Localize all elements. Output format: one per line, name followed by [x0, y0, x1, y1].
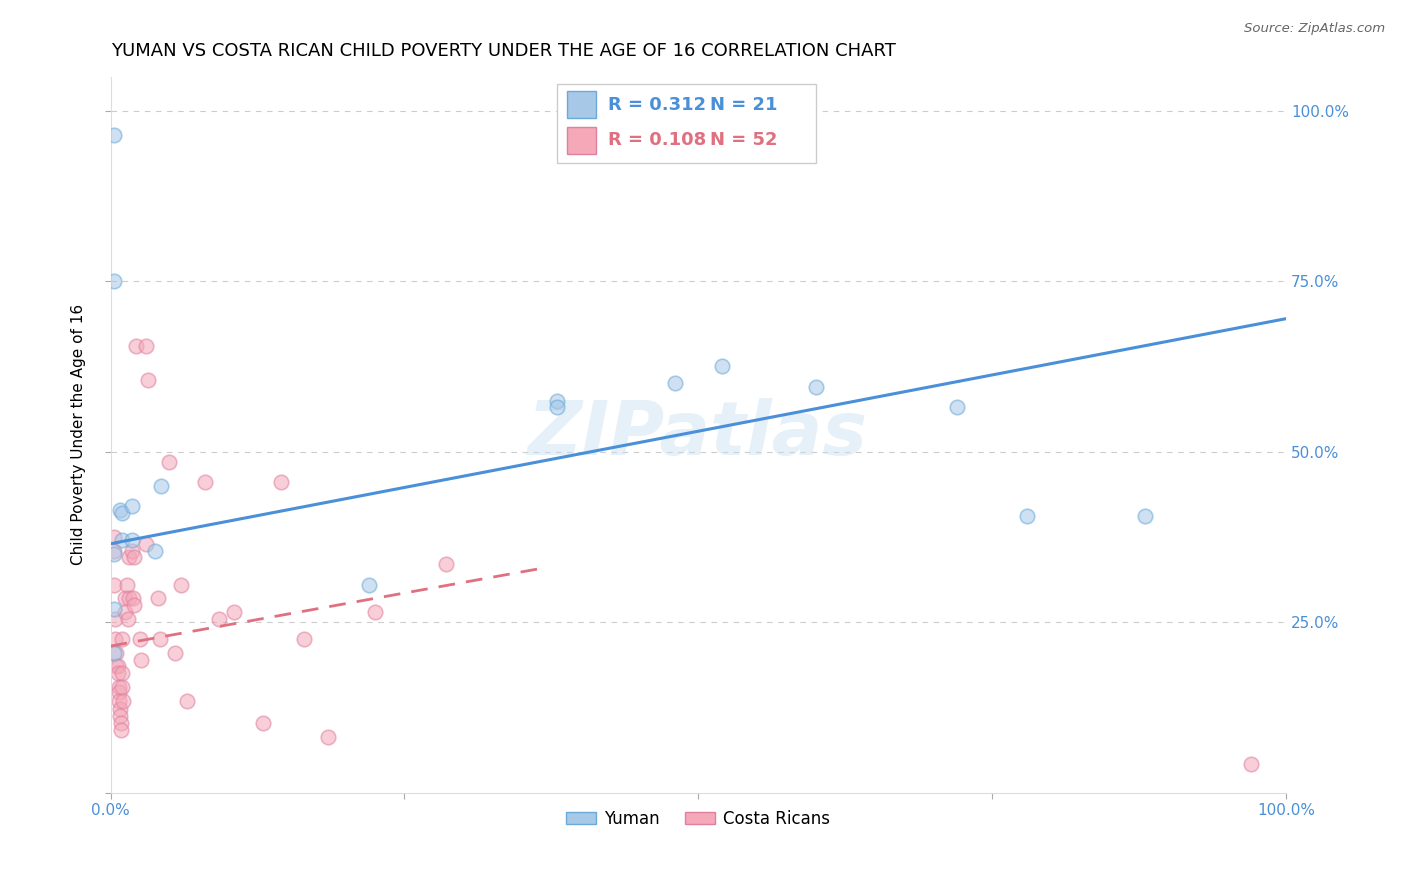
Costa Ricans [121, 543, 143, 558]
Costa Ricans [129, 632, 152, 647]
Costa Ricans [103, 577, 125, 591]
Yuman [150, 479, 173, 493]
FancyBboxPatch shape [567, 91, 596, 118]
Costa Ricans [108, 702, 131, 716]
Costa Ricans [118, 550, 141, 565]
Yuman [121, 533, 143, 548]
Costa Ricans [111, 666, 134, 681]
Costa Ricans [270, 475, 292, 490]
Costa Ricans [105, 659, 128, 673]
Costa Ricans [122, 591, 145, 606]
Costa Ricans [146, 591, 169, 606]
Yuman [103, 274, 125, 288]
Costa Ricans [115, 577, 138, 591]
Costa Ricans [122, 550, 145, 565]
Text: YUMAN VS COSTA RICAN CHILD POVERTY UNDER THE AGE OF 16 CORRELATION CHART: YUMAN VS COSTA RICAN CHILD POVERTY UNDER… [111, 42, 896, 60]
Costa Ricans [110, 723, 132, 737]
Costa Ricans [105, 646, 128, 660]
Costa Ricans [176, 693, 198, 707]
Costa Ricans [104, 632, 127, 647]
Costa Ricans [107, 684, 129, 698]
Costa Ricans [107, 680, 129, 694]
Costa Ricans [136, 373, 159, 387]
Costa Ricans [316, 730, 339, 744]
Costa Ricans [294, 632, 316, 647]
Costa Ricans [208, 612, 231, 626]
Costa Ricans [112, 693, 135, 707]
Costa Ricans [170, 577, 193, 591]
Text: R = 0.108: R = 0.108 [607, 131, 706, 149]
Yuman [103, 601, 125, 615]
Text: N = 52: N = 52 [710, 131, 778, 149]
FancyBboxPatch shape [557, 84, 815, 162]
Legend: Yuman, Costa Ricans: Yuman, Costa Ricans [560, 803, 837, 834]
Costa Ricans [111, 680, 134, 694]
Yuman [111, 506, 134, 520]
Text: ZIPatlas: ZIPatlas [529, 398, 869, 471]
Yuman [359, 577, 381, 591]
Costa Ricans [117, 612, 139, 626]
Costa Ricans [107, 666, 129, 681]
Costa Ricans [103, 543, 125, 558]
Costa Ricans [129, 653, 152, 667]
Yuman [664, 376, 686, 391]
Y-axis label: Child Poverty Under the Age of 16: Child Poverty Under the Age of 16 [72, 304, 86, 566]
Costa Ricans [110, 716, 132, 731]
Costa Ricans [135, 339, 157, 353]
Text: N = 21: N = 21 [710, 95, 778, 113]
Costa Ricans [108, 709, 131, 723]
Costa Ricans [107, 659, 129, 673]
Costa Ricans [1240, 757, 1263, 772]
Costa Ricans [118, 591, 141, 606]
Costa Ricans [125, 339, 148, 353]
Costa Ricans [114, 591, 136, 606]
FancyBboxPatch shape [567, 127, 596, 154]
Costa Ricans [157, 455, 180, 469]
Yuman [1133, 509, 1156, 524]
Text: R = 0.312: R = 0.312 [607, 95, 706, 113]
Costa Ricans [107, 693, 129, 707]
Costa Ricans [103, 530, 125, 544]
Yuman [143, 543, 166, 558]
Costa Ricans [149, 632, 172, 647]
Yuman [103, 547, 125, 561]
Yuman [108, 502, 131, 516]
Yuman [111, 533, 134, 548]
Costa Ricans [222, 605, 245, 619]
Yuman [103, 646, 125, 660]
Yuman [710, 359, 733, 374]
Text: Source: ZipAtlas.com: Source: ZipAtlas.com [1244, 22, 1385, 36]
Yuman [121, 500, 143, 514]
Yuman [1017, 509, 1039, 524]
Yuman [546, 393, 568, 408]
Yuman [103, 128, 125, 142]
Costa Ricans [122, 598, 145, 612]
Costa Ricans [135, 537, 157, 551]
Yuman [546, 401, 568, 415]
Costa Ricans [434, 558, 457, 572]
Costa Ricans [364, 605, 387, 619]
Costa Ricans [165, 646, 187, 660]
Yuman [946, 401, 969, 415]
Costa Ricans [114, 605, 136, 619]
Yuman [804, 380, 827, 394]
Costa Ricans [252, 716, 274, 731]
Costa Ricans [111, 632, 134, 647]
Costa Ricans [194, 475, 217, 490]
Costa Ricans [104, 612, 127, 626]
